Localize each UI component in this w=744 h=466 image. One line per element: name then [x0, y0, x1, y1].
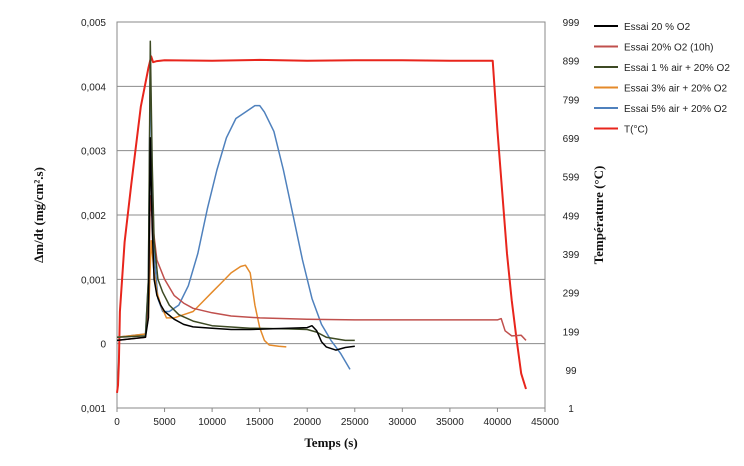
y2-tick-label: 1	[568, 404, 574, 415]
y-tick-label: 0,002	[81, 211, 106, 222]
x-tick-label: 0	[114, 417, 120, 428]
y2-tick-label: 299	[563, 289, 580, 300]
x-tick-label: 25000	[341, 417, 369, 428]
y-axis-title: Δm/dt (mg/cm².s)	[31, 167, 46, 263]
x-tick-label: 20000	[293, 417, 321, 428]
y-tick-label: 0,001	[81, 275, 106, 286]
legend-label: T(°C)	[624, 125, 648, 136]
y2-tick-label: 599	[563, 173, 580, 184]
y2-tick-label: 999	[563, 18, 580, 29]
y2-axis-title: Température (°C)	[591, 166, 606, 265]
legend-label: Essai 1 % air + 20% O2	[624, 63, 730, 74]
x-tick-label: 40000	[484, 417, 512, 428]
y-tick-label: 0	[100, 340, 106, 351]
x-tick-label: 35000	[436, 417, 464, 428]
y2-tick-label: 799	[563, 95, 580, 106]
x-tick-label: 15000	[246, 417, 274, 428]
y-tick-label: 0,005	[81, 18, 106, 29]
legend-label: Essai 20% O2 (10h)	[624, 43, 714, 54]
legend-label: Essai 20 % O2	[624, 22, 691, 33]
y-tick-label: 0,004	[81, 82, 106, 93]
x-axis-title: Temps (s)	[304, 435, 357, 450]
legend-label: Essai 5% air + 20% O2	[624, 104, 728, 115]
x-tick-label: 30000	[388, 417, 416, 428]
y2-tick-label: 399	[563, 250, 580, 261]
x-tick-label: 45000	[531, 417, 559, 428]
y2-tick-label: 499	[563, 211, 580, 222]
y2-tick-label: 699	[563, 134, 580, 145]
y-tick-label: 0,003	[81, 147, 106, 158]
y-tick-label: 0,001	[81, 404, 106, 415]
y2-tick-label: 899	[563, 57, 580, 68]
y2-tick-label: 199	[563, 327, 580, 338]
x-tick-label: 5000	[153, 417, 176, 428]
x-tick-label: 10000	[198, 417, 226, 428]
legend-label: Essai 3% air + 20% O2	[624, 84, 728, 95]
y2-tick-label: 99	[565, 366, 577, 377]
